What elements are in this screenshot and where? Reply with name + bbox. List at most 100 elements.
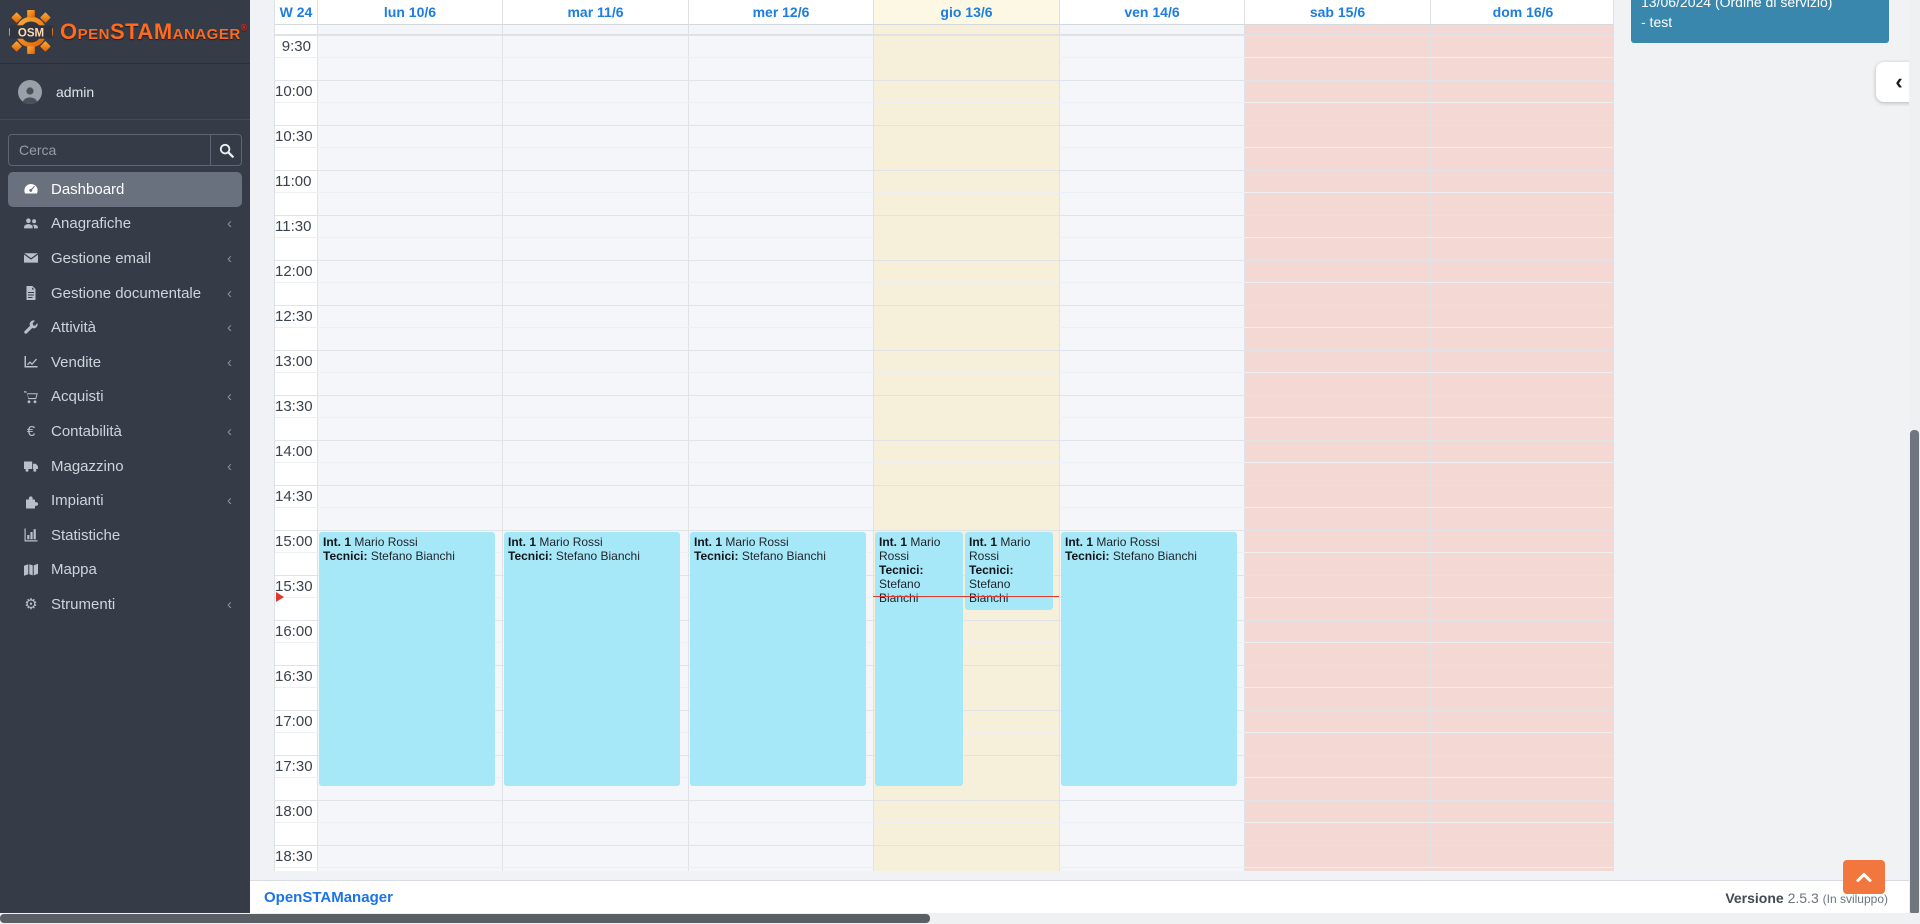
chevron-left-icon: ‹ [227,249,232,267]
search-icon [219,143,234,158]
gear-icon: ⚙ [24,596,38,614]
day-header-ven[interactable]: ven 14/6 [1059,0,1244,25]
allday-cell-today[interactable] [873,25,1059,35]
footer: OpenSTAManager Versione 2.5.3 (In svilup… [250,880,1920,913]
service-order-widget[interactable]: 13/06/2024 (Ordine di servizio) - test [1631,0,1889,43]
day-header-dom[interactable]: dom 16/6 [1430,0,1613,25]
allday-cell[interactable] [317,25,502,35]
event-tech-label: Tecnici: [508,549,553,563]
event-tech-label: Tecnici: [323,549,368,563]
widget-subtitle: - test [1641,14,1673,30]
sidebar-item-label: Contabilità [51,422,122,440]
time-label: 15:00 [275,533,313,550]
time-label: 10:00 [275,83,313,100]
time-label: 16:30 [275,668,313,685]
chevron-left-icon: ‹ [1895,69,1903,94]
search-button[interactable] [210,135,241,165]
version-note: (In sviluppo) [1822,892,1888,906]
time-label: 10:30 [275,128,313,145]
users-icon [20,216,42,232]
sidebar-item-contabilita[interactable]: € Contabilità ‹ [0,414,250,449]
calendar-event-gio-1[interactable]: Int. 1 Mario Rossi Tecnici: Stefano Bian… [875,532,963,786]
event-technicians: Stefano Bianchi [370,549,455,563]
allday-cell[interactable] [1059,25,1244,35]
sidebar-item-acquisti[interactable]: Acquisti ‹ [0,380,250,415]
allday-cell[interactable] [688,25,873,35]
allday-axis-cell [275,25,317,35]
week-number-header[interactable]: W 24 [275,0,317,25]
calendar-event-ven[interactable]: Int. 1 Mario Rossi Tecnici: Stefano Bian… [1061,532,1237,786]
chart-line-icon [20,354,42,370]
chevron-left-icon: ‹ [227,353,232,371]
vertical-scrollbar [1909,0,1920,924]
calendar-week-view: W 24 lun 10/6 mar 11/6 mer 12/6 gio 13/6… [274,0,1614,871]
time-label: 18:30 [275,848,313,865]
vertical-scrollbar-thumb[interactable] [1910,430,1919,915]
map-icon [20,562,42,578]
sidebar-item-impianti[interactable]: Impianti ‹ [0,483,250,518]
day-header-gio-today[interactable]: gio 13/6 [873,0,1059,25]
day-header-mar[interactable]: mar 11/6 [502,0,688,25]
time-label: 18:00 [275,803,313,820]
sidebar: OSM OpenSTAManager® admin Dashboard [0,0,250,924]
sidebar-item-label: Anagrafiche [51,215,132,233]
allday-cell-weekend[interactable] [1244,25,1430,35]
sidebar-item-label: Strumenti [51,595,116,613]
chevron-left-icon: ‹ [227,422,232,440]
scroll-to-top-button[interactable] [1843,860,1885,894]
sidebar-item-gestione-email[interactable]: Gestione email ‹ [0,241,250,276]
event-technicians: Stefano Bianchi [969,577,1011,605]
day-column-sab[interactable] [1244,35,1430,871]
calendar-event-mar[interactable]: Int. 1 Mario Rossi Tecnici: Stefano Bian… [504,532,680,786]
file-icon [20,285,42,301]
calendar-event-mer[interactable]: Int. 1 Mario Rossi Tecnici: Stefano Bian… [690,532,866,786]
footer-version: Versione 2.5.3 (In sviluppo) [1725,890,1888,906]
time-label: 17:30 [275,758,313,775]
event-tech-label: Tecnici: [879,563,924,577]
app-title: OpenSTAManager® [60,18,248,44]
sidebar-item-strumenti[interactable]: ⚙ Strumenti ‹ [0,587,250,622]
time-label: 13:30 [275,398,313,415]
registered-mark: ® [240,22,248,33]
time-label: 14:00 [275,443,313,460]
avatar [18,79,42,104]
search-input[interactable] [9,135,210,165]
chevron-left-icon: ‹ [227,284,232,302]
osm-gear-logo-icon: OSM [8,9,54,54]
day-column-dom[interactable] [1430,35,1613,871]
sidebar-item-anagrafiche[interactable]: Anagrafiche ‹ [0,207,250,242]
event-intervention: Int. 1 [1065,535,1094,549]
tachometer-icon [20,181,42,197]
allday-cell-weekend[interactable] [1430,25,1613,35]
sidebar-item-dashboard[interactable]: Dashboard [8,172,242,207]
sidebar-item-label: Vendite [51,353,102,371]
event-technicians: Stefano Bianchi [879,577,921,605]
sidebar-item-label: Impianti [51,492,104,510]
calendar-event-lun[interactable]: Int. 1 Mario Rossi Tecnici: Stefano Bian… [319,532,495,786]
chevron-left-icon: ‹ [227,215,232,233]
horizontal-scrollbar-thumb[interactable] [0,914,930,923]
wrench-icon [20,320,42,336]
username: admin [56,83,95,100]
sidebar-item-attivita[interactable]: Attività ‹ [0,310,250,345]
chevron-left-icon: ‹ [227,492,232,510]
chevron-up-icon [1856,873,1872,882]
chevron-left-icon: ‹ [227,319,232,337]
footer-brand-link[interactable]: OpenSTAManager [264,889,393,906]
sidebar-item-vendite[interactable]: Vendite ‹ [0,345,250,380]
sidebar-item-mappa[interactable]: Mappa [0,553,250,588]
sidebar-item-gestione-documentale[interactable]: Gestione documentale ‹ [0,276,250,311]
now-indicator-line [873,596,1059,597]
event-tech-label: Tecnici: [1065,549,1110,563]
puzzle-piece-icon [20,493,42,509]
allday-cell[interactable] [502,25,688,35]
day-header-sab[interactable]: sab 15/6 [1244,0,1430,25]
app-logo[interactable]: OSM OpenSTAManager® [0,0,250,64]
calendar-event-gio-2[interactable]: Int. 1 Mario Rossi Tecnici: Stefano Bian… [965,532,1053,610]
sidebar-item-magazzino[interactable]: Magazzino ‹ [0,449,250,484]
sidebar-item-statistiche[interactable]: Statistiche [0,518,250,553]
shopping-cart-icon [20,389,42,405]
day-header-lun[interactable]: lun 10/6 [317,0,502,25]
day-header-mer[interactable]: mer 12/6 [688,0,873,25]
sidebar-menu: Dashboard Anagrafiche ‹ Gestione email ‹… [0,172,250,622]
